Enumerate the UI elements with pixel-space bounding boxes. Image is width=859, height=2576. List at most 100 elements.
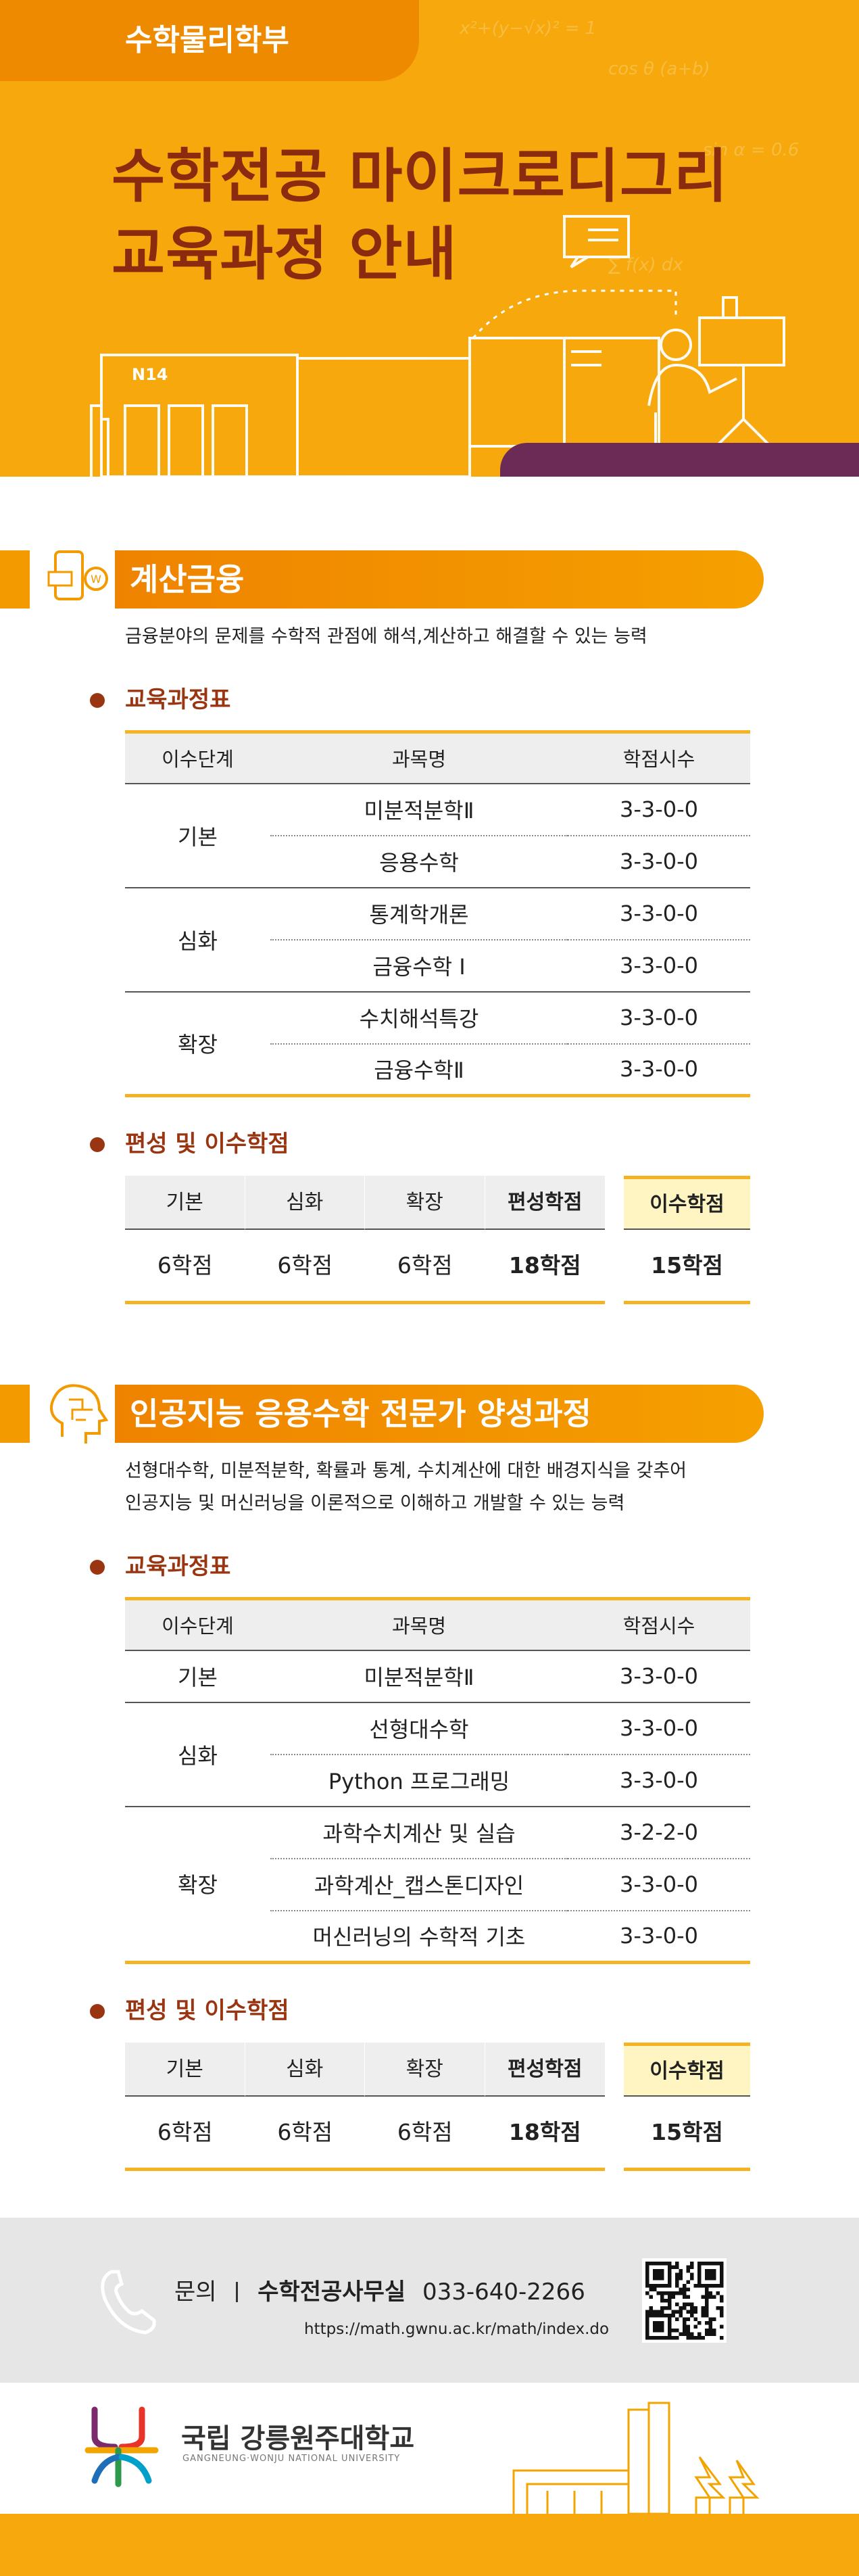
qr-module: [668, 2302, 672, 2306]
qr-module: [683, 2321, 687, 2325]
qr-module: [716, 2291, 720, 2295]
qr-module: [686, 2324, 690, 2329]
qr-module: [708, 2276, 712, 2281]
curriculum-table: 이수단계 과목명 학점시수 기본 미분적분학Ⅱ 3-3-0-0 응용수학 3-3-0-0 심화 통…: [125, 730, 750, 1097]
qr-module: [716, 2284, 720, 2288]
course-name: 금융수학Ⅱ: [270, 1043, 568, 1096]
qr-module: [675, 2336, 679, 2340]
qr-module: [645, 2324, 649, 2329]
qr-module: [720, 2265, 724, 2269]
qr-module: [705, 2262, 709, 2266]
section-heading: 계산금융 W: [0, 550, 859, 609]
qr-module: [693, 2336, 697, 2340]
qr-module: [690, 2332, 694, 2336]
qr-module: [712, 2329, 716, 2333]
department-tag: 수학물리학부: [0, 0, 419, 81]
qr-module: [660, 2310, 664, 2314]
course-name: 과학계산_캡스톤디자인: [270, 1857, 568, 1911]
qr-module: [645, 2310, 649, 2314]
section-heading: 인공지능 응용수학 전문가 양성과정: [0, 1384, 859, 1444]
qr-module: [705, 2306, 709, 2310]
qr-module: [720, 2280, 724, 2284]
qr-module: [649, 2287, 653, 2291]
qr-module: [697, 2332, 702, 2336]
qr-module: [697, 2265, 702, 2269]
qr-module: [705, 2276, 709, 2281]
column-header: 과목명: [270, 1598, 568, 1651]
qr-module: [649, 2284, 653, 2288]
qr-module: [675, 2265, 679, 2269]
qr-module: [697, 2280, 702, 2284]
qr-module: [705, 2321, 709, 2325]
qr-module: [671, 2291, 675, 2295]
qr-module: [679, 2272, 683, 2276]
svg-text:cos θ (a+b): cos θ (a+b): [608, 59, 710, 79]
qr-module: [705, 2269, 709, 2273]
credits-value: 18학점: [508, 2119, 581, 2145]
qr-module: [660, 2324, 664, 2329]
qr-module: [653, 2321, 657, 2325]
qr-module: [656, 2269, 660, 2273]
credits-header: 편성학점: [485, 1176, 605, 1230]
stage-cell: 확장: [125, 991, 270, 1096]
qr-module: [690, 2310, 694, 2314]
qr-module: [686, 2310, 690, 2314]
qr-module: [701, 2262, 705, 2266]
icon-part: [47, 571, 73, 587]
footer-bar: [0, 2514, 859, 2576]
course-row: 머신러닝의 수학적 기초 3-3-0-0: [125, 1909, 750, 1963]
qr-module: [656, 2321, 660, 2325]
credits-header: 확장: [365, 1176, 485, 1230]
qr-module: [686, 2332, 690, 2336]
qr-module: [656, 2314, 660, 2318]
qr-module: [668, 2291, 672, 2295]
qr-module: [664, 2262, 668, 2266]
credits-header: 이수학점: [624, 2043, 750, 2097]
qr-module: [656, 2324, 660, 2329]
qr-module: [653, 2272, 657, 2276]
qr-module: [671, 2310, 675, 2314]
course-row: 금융수학 Ⅰ 3-3-0-0: [125, 938, 750, 992]
qr-module: [645, 2332, 649, 2336]
title-line: 수학전공 마이크로디그리: [112, 143, 729, 210]
section-description: 선형대수학, 미분적분학, 확률과 통계, 수치계산에 대한 배경지식을 갖추어…: [125, 1455, 859, 1520]
credits-value: 6학점: [157, 1252, 213, 1279]
course-hours: 3-3-0-0: [568, 938, 750, 992]
separator: [236, 2282, 239, 2302]
qr-module: [668, 2280, 672, 2284]
footer-building: [512, 2402, 760, 2514]
stage-cell: 기본: [178, 824, 218, 850]
column-header: 학점시수: [568, 1598, 750, 1651]
qr-module: [645, 2272, 649, 2276]
qr-module: [668, 2299, 672, 2303]
qr-module: [668, 2269, 672, 2273]
qr-module: [656, 2336, 660, 2340]
description-line: 인공지능 및 머신러닝을 이론적으로 이해하고 개발할 수 있는 능력: [125, 1493, 625, 1514]
stage-cell: 기본: [178, 1665, 218, 1690]
qr-module: [697, 2272, 702, 2276]
course-name: 응용수학: [270, 834, 568, 888]
qr-module: [664, 2291, 668, 2295]
course-hours: 3-3-0-0: [568, 1043, 750, 1096]
qr-module: [705, 2329, 709, 2333]
course-name: 머신러닝의 수학적 기초: [270, 1909, 568, 1963]
qr-module: [708, 2329, 712, 2333]
qr-module: [690, 2302, 694, 2306]
qr-module: [671, 2314, 675, 2318]
qr-module: [708, 2332, 712, 2336]
qr-module: [645, 2284, 649, 2288]
university-name-en: GANGNEUNG·WONJU NATIONAL UNIVERSITY: [182, 2454, 401, 2464]
qr-module: [705, 2314, 709, 2318]
contact-office: 수학전공사무실: [257, 2279, 406, 2306]
header: x²+(y−√x)² = 1 cos θ (a+b) sin α = 0.6 ∑ f(…: [0, 0, 859, 477]
qr-module: [668, 2272, 672, 2276]
qr-module: [660, 2291, 664, 2295]
qr-module: [668, 2317, 672, 2321]
footer: 국립 강릉원주대학교 GANGNEUNG·WONJU NATIONAL UNIV…: [0, 2383, 859, 2514]
qr-module: [660, 2295, 664, 2299]
credits-total: 이수학점 15학점: [624, 2043, 750, 2171]
qr-module: [679, 2276, 683, 2281]
qr-module: [668, 2262, 672, 2266]
qr-module: [664, 2306, 668, 2310]
qr-module: [720, 2299, 724, 2303]
